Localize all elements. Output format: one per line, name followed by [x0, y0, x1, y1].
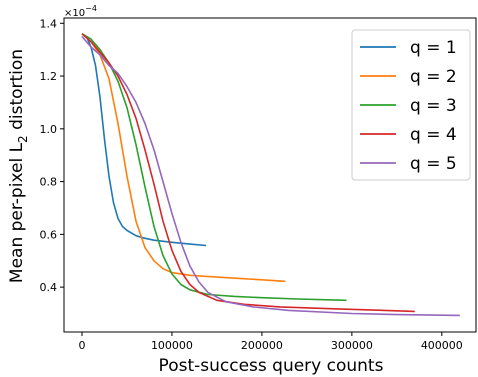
- series-layer: [81, 33, 460, 317]
- y-tick-label: 0.6: [40, 228, 58, 241]
- legend-label-q3: q = 3: [410, 96, 457, 116]
- y-axis-label-subscript: 2: [16, 135, 30, 143]
- x-axis-label: Post-success query counts: [159, 356, 384, 376]
- y-tick-label: 1.0: [40, 123, 58, 136]
- x-tick-label: 100000: [151, 339, 193, 352]
- legend-label-q1: q = 1: [410, 38, 457, 58]
- series-line-q3: [81, 33, 347, 302]
- x-tick-label: 400000: [421, 339, 463, 352]
- y-tick-label: 1.4: [40, 17, 58, 30]
- x-tick-label: 300000: [331, 339, 373, 352]
- y-axis-label: Mean per-pixel L2 distortion: [7, 49, 30, 283]
- legend-label-q4: q = 4: [410, 125, 457, 145]
- y-axis-label-tail: distortion: [7, 49, 27, 135]
- legend-label-q5: q = 5: [410, 154, 457, 174]
- y-tick-label: 0.4: [40, 281, 58, 294]
- legend-box: [351, 29, 471, 181]
- y-axis-offset-label: ×10−4: [64, 4, 97, 19]
- series-line-q4: [81, 33, 415, 313]
- series-line-q1: [81, 33, 207, 247]
- y-offset-base: ×10: [64, 8, 85, 19]
- x-tick-label: 200000: [241, 339, 283, 352]
- axes-frame: [63, 17, 477, 333]
- series-line-q5: [81, 35, 460, 317]
- legend: q = 1 q = 2 q = 3 q = 4 q = 5: [351, 29, 471, 181]
- legend-label-q2: q = 2: [410, 67, 457, 87]
- plot-area-border: [63, 17, 477, 333]
- ticks-layer: 0 100000 200000 300000 400000 0.4 0.6 0.8 1.0 1.2…: [40, 17, 463, 352]
- y-offset-exponent: −4: [85, 4, 97, 13]
- x-tick-label: 0: [78, 339, 85, 352]
- series-line-q2: [81, 33, 286, 283]
- y-tick-label: 0.8: [40, 176, 58, 189]
- y-axis-label-main: Mean per-pixel L: [7, 142, 27, 283]
- y-tick-label: 1.2: [40, 70, 58, 83]
